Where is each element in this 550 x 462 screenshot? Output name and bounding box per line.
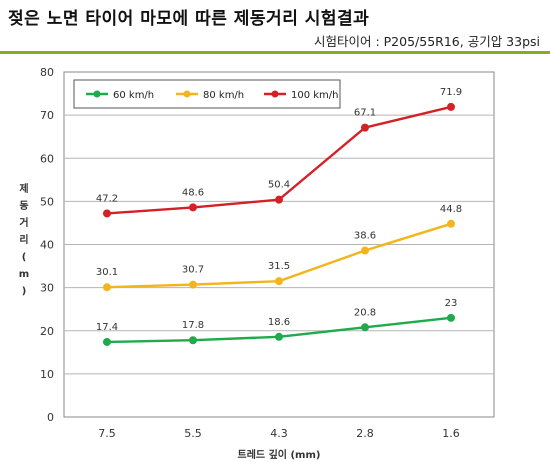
y-axis-label-char: 동 [19, 200, 28, 212]
legend-swatch-marker [93, 90, 101, 98]
data-label: 67.1 [354, 108, 376, 119]
x-axis-label: 트레드 깊이 (mm) [238, 448, 321, 461]
data-labels: 17.4 17.8 18.6 20.8 23 30.1 30.7 31.5 38.6 44.8 47… [96, 87, 462, 333]
x-tick-label: 1.6 [442, 427, 460, 440]
y-axis-label-char: 제 [19, 182, 28, 195]
data-point [103, 209, 111, 218]
data-point [189, 280, 197, 289]
data-point [275, 332, 283, 341]
data-point [189, 336, 197, 345]
data-point [447, 102, 455, 111]
y-tick-labels: 0 10 20 30 40 50 60 70 80 [40, 66, 54, 424]
y-tick-label: 10 [40, 368, 54, 381]
data-label: 50.4 [268, 180, 290, 191]
data-point [361, 123, 369, 132]
page-title: 젖은 노면 타이어 마모에 따른 제동거리 시험결과 [8, 9, 370, 29]
data-point [447, 313, 455, 322]
y-axis-label-char: 거 [19, 216, 28, 229]
data-label: 48.6 [182, 187, 204, 198]
legend-swatch-marker [183, 90, 191, 98]
y-axis-label-char: m [19, 269, 29, 280]
x-tick-label: 7.5 [98, 427, 116, 440]
data-label: 31.5 [268, 261, 290, 272]
legend-box [73, 79, 341, 109]
series-lines [103, 102, 455, 346]
data-label: 44.8 [440, 204, 462, 215]
data-point [275, 277, 283, 286]
data-point [189, 203, 197, 212]
data-label: 38.6 [354, 231, 376, 242]
data-point [103, 337, 111, 346]
data-label: 20.8 [354, 307, 376, 318]
legend-swatch-marker [271, 90, 279, 98]
y-tick-label: 0 [47, 411, 54, 424]
legend-label: 60 km/h [113, 90, 154, 101]
data-label: 18.6 [268, 317, 290, 328]
data-label: 47.2 [96, 193, 118, 204]
y-axis-label: 제동거리 ( m) [19, 182, 29, 297]
y-axis-label-char: ) [22, 286, 27, 297]
x-tick-label: 5.5 [184, 427, 202, 440]
data-label: 17.8 [182, 320, 204, 331]
data-label: 23 [445, 298, 458, 309]
legend: 60 km/h 80 km/h 100 km/h [73, 79, 341, 109]
y-tick-label: 80 [40, 66, 54, 79]
y-axis-label-char: ( [22, 252, 27, 263]
y-tick-label: 40 [40, 239, 54, 252]
data-label: 30.1 [96, 267, 118, 278]
data-label: 71.9 [440, 87, 462, 98]
y-axis-label-char: 리 [19, 233, 28, 246]
x-tick-label: 4.3 [270, 427, 288, 440]
y-tick-label: 60 [40, 152, 54, 165]
page-subtitle: 시험타이어 : P205/55R16, 공기압 33psi [313, 34, 540, 49]
data-point [361, 246, 369, 255]
legend-label: 80 km/h [203, 90, 244, 101]
y-tick-label: 20 [40, 325, 54, 338]
data-label: 30.7 [182, 265, 204, 276]
y-tick-label: 50 [40, 195, 54, 208]
title-underline [0, 51, 550, 54]
data-label: 17.4 [96, 322, 118, 333]
y-tick-label: 30 [40, 282, 54, 295]
y-tick-label: 70 [40, 109, 54, 122]
x-tick-labels: 7.5 5.5 4.3 2.8 1.6 [98, 427, 460, 440]
data-point [103, 283, 111, 292]
data-point [447, 219, 455, 228]
data-point [275, 195, 283, 204]
legend-label: 100 km/h [291, 90, 339, 101]
data-point [361, 323, 369, 332]
x-tick-label: 2.8 [356, 427, 374, 440]
